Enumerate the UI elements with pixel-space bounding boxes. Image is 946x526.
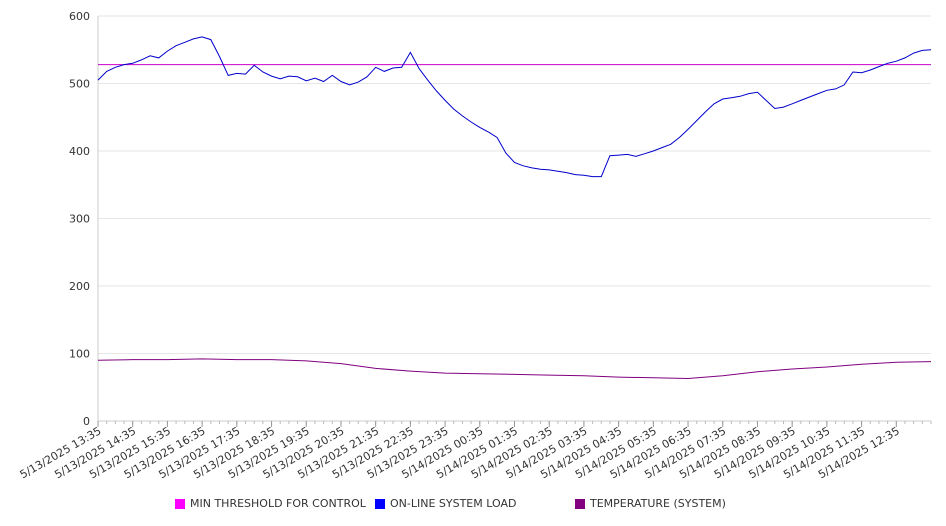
y-tick-label: 200: [69, 280, 90, 293]
y-tick-label: 400: [69, 145, 90, 158]
legend-item-temperature[interactable]: TEMPERATURE (SYSTEM): [575, 497, 726, 510]
legend-swatch-system-load: [375, 498, 385, 509]
y-tick-label: 500: [69, 78, 90, 91]
y-tick-label: 300: [69, 213, 90, 226]
legend-swatch-temperature: [575, 498, 585, 509]
chart-legend: MIN THRESHOLD FOR CONTROL ON-LINE SYSTEM…: [0, 497, 946, 517]
legend-label-min-threshold: MIN THRESHOLD FOR CONTROL: [190, 497, 366, 510]
y-tick-label: 600: [69, 10, 90, 23]
y-tick-label: 100: [69, 348, 90, 361]
legend-label-system-load: ON-LINE SYSTEM LOAD: [390, 497, 517, 510]
legend-label-temperature: TEMPERATURE (SYSTEM): [590, 497, 726, 510]
y-tick-label: 0: [83, 415, 90, 428]
series-line-temperature: [97, 358, 932, 380]
legend-item-min-threshold[interactable]: MIN THRESHOLD FOR CONTROL: [175, 497, 366, 510]
legend-item-system-load[interactable]: ON-LINE SYSTEM LOAD: [375, 497, 516, 510]
legend-swatch-min-threshold: [175, 498, 185, 509]
series-line-system-load: [97, 36, 932, 178]
